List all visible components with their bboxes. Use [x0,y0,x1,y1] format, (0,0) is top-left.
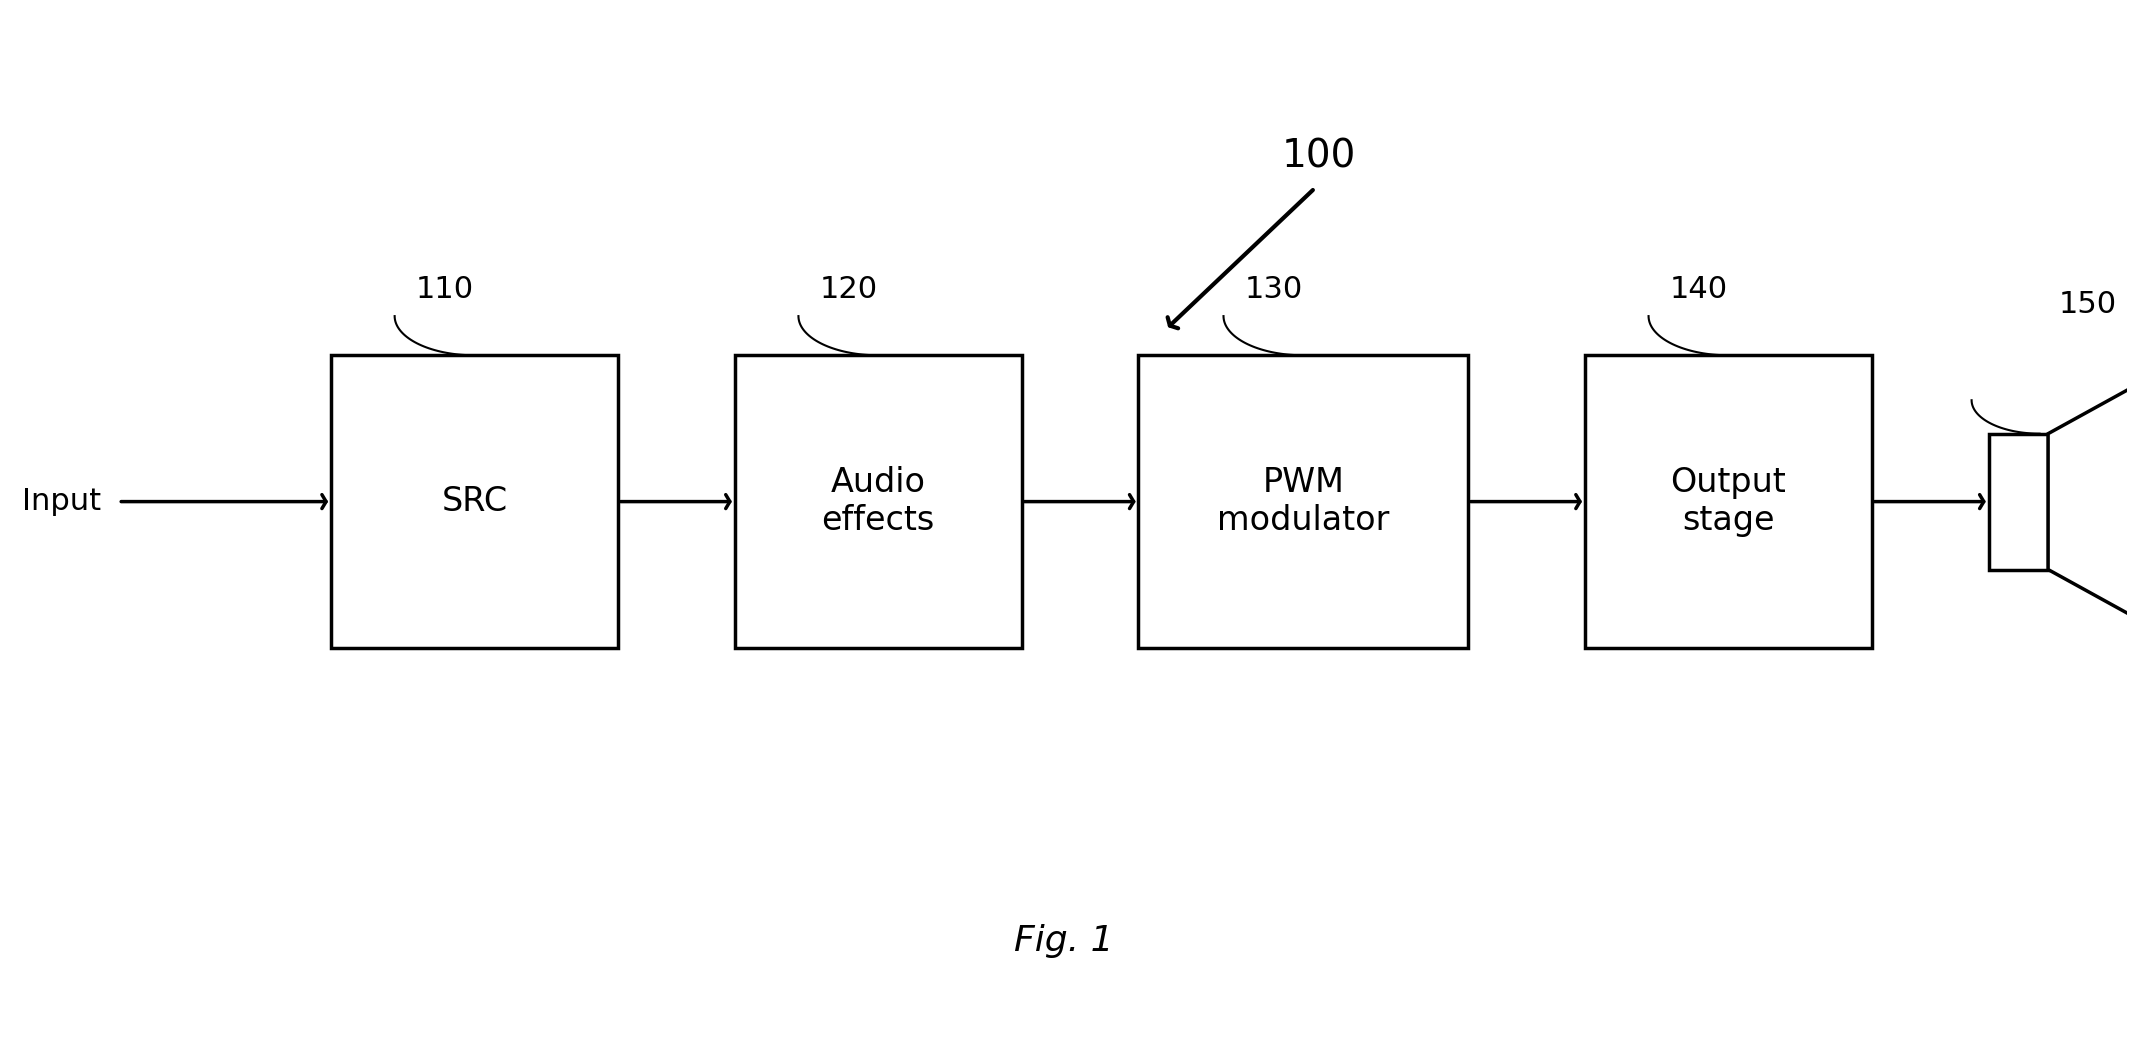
Text: SRC: SRC [441,485,507,518]
Text: 130: 130 [1245,275,1303,304]
Text: Fig. 1: Fig. 1 [1015,924,1113,957]
Bar [1584,355,1872,648]
Bar [736,355,1021,648]
Text: Input: Input [21,487,102,516]
Bar [330,355,618,648]
Text: 150: 150 [2060,289,2117,319]
Bar [1989,434,2049,570]
Text: 140: 140 [1669,275,1727,304]
Text: Output
stage: Output stage [1669,466,1787,537]
Polygon shape [2049,366,2132,637]
Text: 100: 100 [1281,138,1356,176]
Text: Audio
effects: Audio effects [821,466,934,537]
Text: 110: 110 [416,275,473,304]
Text: 120: 120 [819,275,878,304]
Text: PWM
modulator: PWM modulator [1217,466,1390,537]
Bar [1138,355,1469,648]
